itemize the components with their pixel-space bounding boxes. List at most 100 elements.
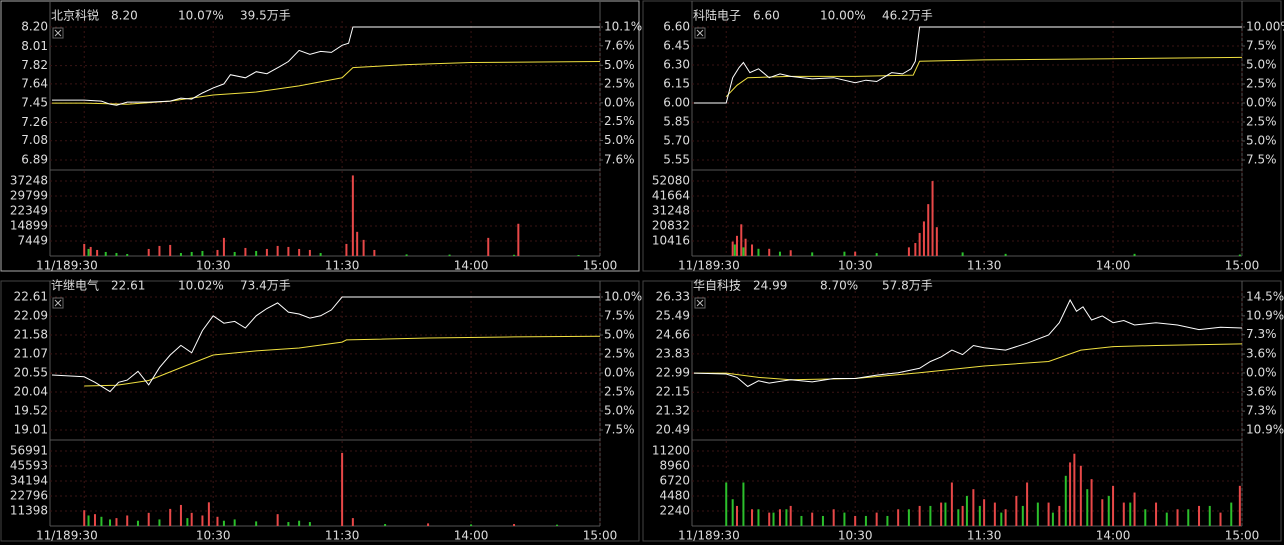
y-tick-label: 26.33 bbox=[656, 290, 690, 304]
volume-bar bbox=[768, 248, 771, 256]
volume-bar bbox=[1112, 485, 1115, 526]
volume-bar bbox=[1238, 254, 1241, 256]
volume-bar bbox=[1107, 495, 1110, 526]
volume-bar bbox=[136, 520, 139, 526]
volume-bar bbox=[1015, 495, 1018, 526]
stock-volume: 46.2万手 bbox=[882, 9, 933, 23]
volume-tick-label: 10416 bbox=[652, 233, 690, 247]
x-tick-label: 10:30 bbox=[838, 259, 873, 273]
volume-bar bbox=[907, 247, 910, 256]
y2-tick-label: 7.5% bbox=[1246, 39, 1277, 53]
volume-bar bbox=[362, 239, 365, 256]
volume-bar bbox=[733, 244, 736, 256]
volume-bar bbox=[950, 482, 953, 526]
date-label: 11/18 bbox=[36, 259, 71, 273]
date-label: 11/18 bbox=[36, 529, 71, 543]
volume-bar bbox=[96, 249, 99, 256]
volume-bar bbox=[1000, 512, 1003, 526]
close-icon bbox=[52, 27, 64, 39]
volume-bar bbox=[821, 515, 824, 526]
x-tick-label: 10:30 bbox=[196, 259, 231, 273]
y2-tick-label: 2.5% bbox=[1246, 115, 1277, 129]
volume-bar bbox=[1165, 512, 1168, 526]
stock-price: 22.61 bbox=[111, 279, 145, 293]
x-tick-label: 10:30 bbox=[838, 529, 873, 543]
y-tick-label: 22.09 bbox=[14, 309, 48, 323]
volume-bar bbox=[935, 227, 938, 256]
x-tick-label: 11:30 bbox=[967, 529, 1002, 543]
y2-tick-label: 5.0% bbox=[604, 133, 635, 147]
y2-tick-label: 10.1% bbox=[604, 20, 642, 34]
volume-bar bbox=[1155, 502, 1158, 526]
volume-bar bbox=[351, 175, 354, 256]
y-tick-label: 8.01 bbox=[21, 39, 48, 53]
stock-panel: 华自科技 24.99 8.70% 57.8万手 26.33 25.49 24.66 23.83… bbox=[642, 279, 1284, 543]
volume-bar bbox=[190, 251, 193, 256]
average-line bbox=[84, 335, 601, 387]
volume-bar bbox=[731, 499, 734, 526]
stock-price: 8.20 bbox=[111, 9, 138, 23]
x-tick-label: 15:00 bbox=[1225, 259, 1260, 273]
y-tick-label: 20.04 bbox=[14, 384, 48, 398]
close-icon bbox=[696, 29, 704, 37]
volume-bar bbox=[1133, 253, 1136, 256]
volume-bar bbox=[308, 522, 311, 526]
volume-bar bbox=[577, 254, 580, 256]
y-tick-label: 22.61 bbox=[14, 290, 48, 304]
volume-tick-label: 14899 bbox=[10, 218, 48, 232]
y-tick-label: 21.32 bbox=[656, 404, 690, 418]
volume-bar bbox=[319, 252, 322, 256]
y-tick-label: 20.49 bbox=[656, 423, 690, 437]
volume-bar bbox=[147, 248, 150, 256]
y2-tick-label: 3.6% bbox=[1246, 384, 1277, 398]
volume-bar bbox=[1219, 512, 1222, 526]
volume-bar bbox=[93, 514, 96, 526]
volume-bar bbox=[222, 520, 225, 526]
volume-tick-label: 31248 bbox=[652, 203, 690, 217]
volume-bar bbox=[373, 249, 376, 256]
stock-change: 10.00% bbox=[820, 9, 866, 23]
y-tick-label: 5.70 bbox=[663, 134, 690, 148]
stock-panel: 科陆电子 6.60 10.00% 46.2万手6.606.456.306.156.00… bbox=[642, 0, 1284, 273]
volume-bar bbox=[87, 515, 90, 526]
stock-volume: 57.8万手 bbox=[882, 279, 933, 293]
y-tick-label: 7.45 bbox=[21, 96, 48, 110]
close-icon bbox=[54, 29, 62, 37]
stock-name: 华自科技 bbox=[693, 279, 741, 293]
x-tick-label: 14:00 bbox=[1096, 529, 1131, 543]
volume-tick-label: 4480 bbox=[659, 489, 690, 503]
volume-bar bbox=[1230, 502, 1233, 526]
y2-tick-label: 7.5% bbox=[1246, 153, 1277, 167]
volume-bar bbox=[169, 244, 172, 256]
volume-bar bbox=[147, 512, 150, 526]
volume-bar bbox=[918, 232, 921, 256]
y-tick-label: 5.55 bbox=[663, 153, 690, 167]
volume-bar bbox=[126, 253, 129, 256]
volume-bar bbox=[186, 518, 189, 526]
price-line bbox=[694, 26, 1242, 104]
volume-bar bbox=[265, 248, 268, 256]
volume-bar bbox=[1058, 505, 1061, 526]
volume-bar bbox=[1073, 453, 1076, 526]
x-tick-label: 15:00 bbox=[583, 529, 618, 543]
volume-tick-label: 41664 bbox=[652, 188, 690, 202]
close-icon bbox=[694, 297, 706, 309]
volume-bar bbox=[356, 231, 359, 256]
volume-bar bbox=[993, 502, 996, 526]
x-tick-label: 15:00 bbox=[583, 259, 618, 273]
volume-bar bbox=[961, 505, 964, 526]
volume-bar bbox=[89, 246, 92, 256]
volume-bar bbox=[914, 243, 917, 256]
volume-bar bbox=[800, 515, 803, 526]
y-tick-label: 7.82 bbox=[21, 58, 48, 72]
volume-bar bbox=[740, 224, 743, 256]
date-label: 11/18 bbox=[678, 529, 713, 543]
y-tick-label: 21.58 bbox=[14, 328, 48, 342]
y-tick-label: 6.60 bbox=[663, 20, 690, 34]
volume-bar bbox=[875, 253, 878, 256]
y2-tick-label: 2.5% bbox=[604, 385, 635, 399]
volume-bar bbox=[233, 519, 236, 526]
y2-tick-label: 7.6% bbox=[604, 38, 635, 52]
